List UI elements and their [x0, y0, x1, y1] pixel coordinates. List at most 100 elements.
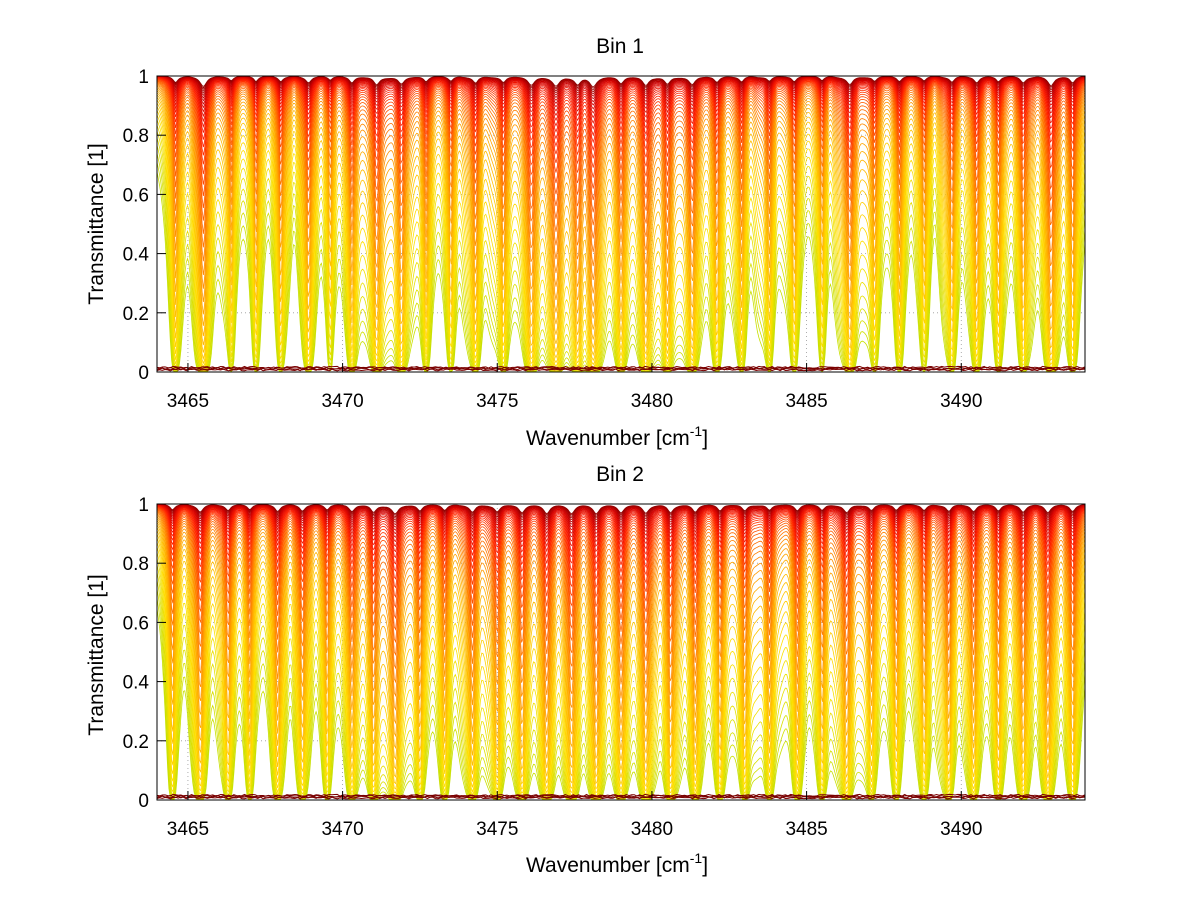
chart-title: Bin 2: [596, 463, 644, 486]
axes-box: [156, 75, 1086, 373]
x-tick-labels: 3465 3470 3475 3480 3485 3490: [167, 819, 983, 840]
series-line: [156, 78, 1086, 168]
series-line: [156, 542, 1086, 797]
series-line: [156, 94, 1086, 350]
series-line: [156, 505, 1086, 559]
series-line: [156, 80, 1086, 213]
axis-ticks: [157, 503, 962, 801]
subplot-bin-1: Bin 1 3465 3470 3475 3480 3485 3490 0 0.2 0.4 0.…: [85, 35, 1086, 450]
series-lines: [156, 75, 1086, 373]
y-tick-label: 1: [138, 495, 149, 516]
series-line: [156, 505, 1086, 565]
series-line: [156, 527, 1086, 779]
x-tick-label: 3480: [631, 391, 673, 412]
series-line: [156, 77, 1086, 130]
y-tick-label: 0.6: [123, 613, 149, 634]
series-line: [156, 513, 1086, 698]
series-line: [156, 524, 1086, 770]
series-line: [156, 518, 1086, 738]
series-line: [156, 506, 1086, 589]
series-line: [156, 507, 1086, 599]
series-line: [156, 114, 1086, 372]
series-line: [156, 88, 1086, 319]
series-line: [156, 81, 1086, 239]
series-line: [156, 102, 1086, 366]
chart-title: Bin 1: [596, 35, 644, 58]
series-line: [156, 84, 1086, 280]
y-axis-label: Transmittance [1]: [85, 143, 108, 304]
x-tick-label: 3490: [940, 391, 982, 412]
series-line: [156, 365, 1086, 369]
x-tick-label: 3485: [785, 391, 827, 412]
y-tick-label: 0: [138, 363, 149, 384]
axes-box: [156, 503, 1086, 801]
series-line: [156, 522, 1086, 761]
x-axis-label-main: Wavenumber [cm: [526, 854, 690, 877]
series-line: [156, 78, 1086, 178]
y-tick-label: 0.8: [123, 126, 149, 147]
x-axis-label: Wavenumber [cm-1]: [526, 850, 708, 877]
series-line: [156, 505, 1086, 553]
series-line: [156, 537, 1086, 794]
x-tick-label: 3485: [785, 819, 827, 840]
series-line: [156, 97, 1086, 357]
series-line: [156, 106, 1086, 369]
x-tick-label: 3470: [321, 391, 363, 412]
series-line: [156, 514, 1086, 711]
series-line: [156, 131, 1086, 373]
series-line: [156, 77, 1086, 152]
series-line: [156, 504, 1086, 535]
series-line: [156, 509, 1086, 644]
y-tick-label: 0.2: [123, 304, 149, 325]
series-line: [156, 76, 1086, 119]
series-line: [156, 92, 1086, 340]
x-tick-label: 3475: [476, 391, 518, 412]
series-line: [156, 506, 1086, 581]
series-line: [156, 366, 1086, 370]
series-line: [156, 530, 1086, 785]
x-tick-label: 3470: [321, 819, 363, 840]
x-axis-label-main: Wavenumber [cm: [526, 427, 690, 450]
x-axis-label-superscript: -1: [690, 850, 703, 866]
y-tick-label: 1: [138, 67, 149, 88]
y-tick-label: 0.8: [123, 554, 149, 575]
series-line: [156, 78, 1086, 159]
series-line: [156, 99, 1086, 362]
y-tick-label: 0.6: [123, 185, 149, 206]
series-line: [156, 533, 1086, 791]
series-line: [156, 505, 1086, 548]
series-line: [156, 512, 1086, 684]
series-line: [156, 511, 1086, 670]
series-line: [156, 558, 1086, 800]
series-line: [156, 76, 1086, 124]
series-line: [156, 110, 1086, 370]
y-axis-label: Transmittance [1]: [85, 574, 108, 735]
series-line: [156, 516, 1086, 725]
series-line: [156, 79, 1086, 189]
series-line: [156, 87, 1086, 307]
series-line: [156, 506, 1086, 573]
series-line: [156, 77, 1086, 137]
series-line: [156, 85, 1086, 294]
series-line: [156, 77, 1086, 144]
series-line: [156, 504, 1086, 543]
x-axis-label-close: ]: [702, 854, 708, 877]
x-tick-labels: 3465 3470 3475 3480 3485 3490: [167, 391, 983, 412]
series-line: [156, 83, 1086, 267]
y-tick-label: 0: [138, 791, 149, 812]
subplot-bin-2: Bin 2 3465 3470 3475 3480 3485 3490 0 0.2 0.4 0.…: [85, 463, 1086, 877]
series-line: [156, 508, 1086, 620]
x-tick-label: 3490: [940, 819, 982, 840]
y-tick-labels: 0 0.2 0.4 0.6 0.8 1: [123, 67, 150, 384]
x-axis-label-superscript: -1: [690, 423, 703, 439]
y-tick-label: 0.2: [123, 732, 149, 753]
series-line: [156, 81, 1086, 226]
series-line: [156, 508, 1086, 631]
axis-ticks: [157, 75, 962, 373]
x-tick-label: 3465: [167, 819, 209, 840]
series-line: [156, 794, 1086, 798]
series-line: [156, 520, 1086, 750]
x-axis-label-close: ]: [702, 427, 708, 450]
series-line: [156, 510, 1086, 657]
